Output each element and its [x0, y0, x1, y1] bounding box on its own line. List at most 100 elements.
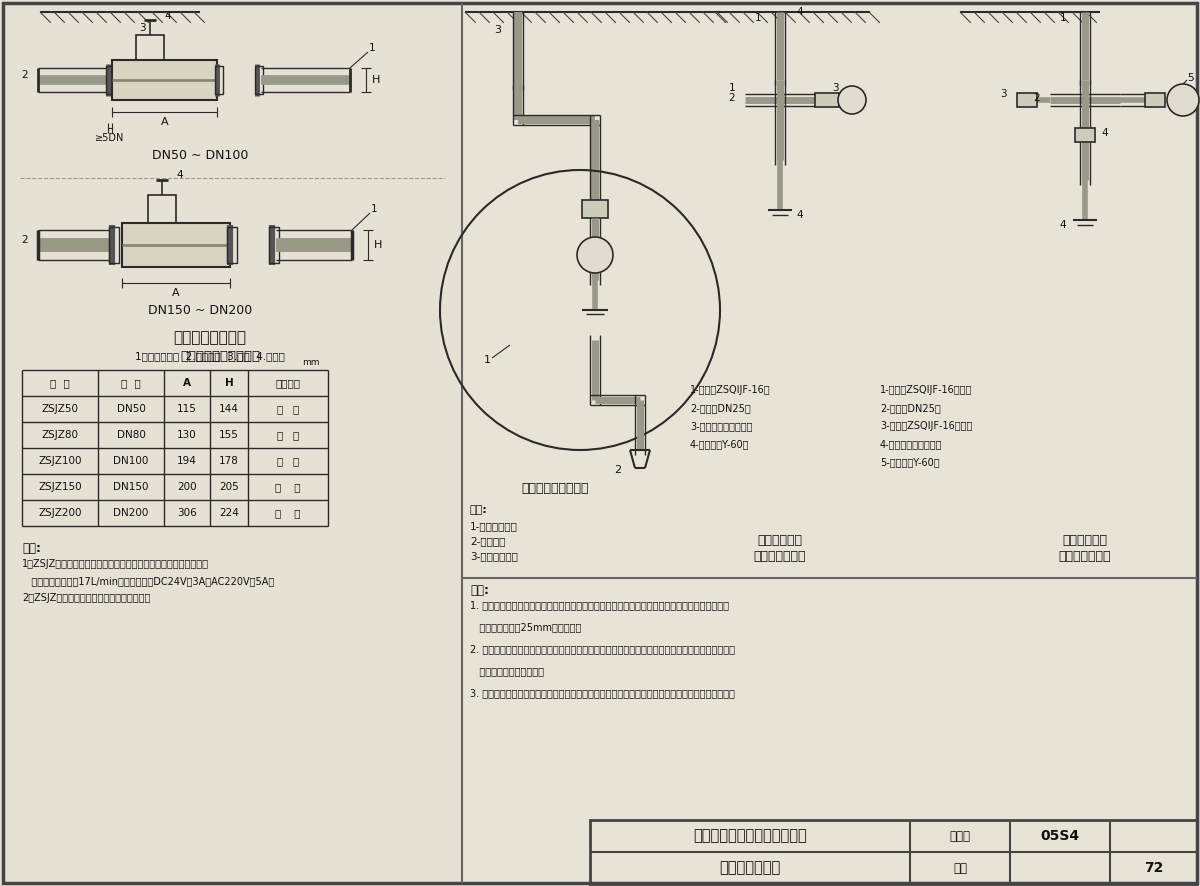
Text: 05S4: 05S4	[1040, 829, 1080, 843]
Text: 2: 2	[22, 70, 28, 80]
Text: 2-三通（DN25）: 2-三通（DN25）	[690, 403, 751, 413]
Text: 1: 1	[728, 83, 736, 93]
Bar	[122, 223, 230, 267]
Text: 4: 4	[176, 170, 184, 180]
Text: 型  号: 型 号	[50, 378, 70, 388]
Text: 组成详图（二）: 组成详图（二）	[1058, 549, 1111, 563]
Text: ZSJZ100: ZSJZ100	[38, 456, 82, 466]
Bar	[112, 60, 217, 100]
Text: 水流指示器安装图、湿式系统: 水流指示器安装图、湿式系统	[694, 828, 806, 843]
Text: 4: 4	[797, 7, 803, 17]
Text: 末端试水装置安装图: 末端试水装置安装图	[521, 481, 589, 494]
Text: H: H	[374, 240, 382, 250]
Bar	[215, 66, 223, 94]
Text: 处，均应设直径25mm的试水阀。: 处，均应设直径25mm的试水阀。	[470, 622, 581, 632]
Text: 144: 144	[220, 404, 239, 414]
Text: 螺   纹: 螺 纹	[277, 430, 299, 440]
Text: 末端试水装置: 末端试水装置	[757, 533, 803, 547]
Text: 3: 3	[139, 23, 145, 33]
Text: 2-接水漏斗: 2-接水漏斗	[470, 536, 505, 546]
Text: 螺   纹: 螺 纹	[277, 404, 299, 414]
Text: 2: 2	[22, 235, 28, 245]
Text: DN80: DN80	[116, 430, 145, 440]
Text: 水流指示器安装尺寸表: 水流指示器安装尺寸表	[180, 349, 260, 362]
Text: 1．水流指示器  2.信号阀门  3.短管  4.接线柱: 1．水流指示器 2.信号阀门 3.短管 4.接线柱	[136, 351, 284, 361]
Text: 3-喷头体（试水接头）: 3-喷头体（试水接头）	[690, 421, 752, 431]
Text: 224: 224	[220, 508, 239, 518]
Text: A: A	[172, 288, 180, 298]
Text: 178: 178	[220, 456, 239, 466]
Text: 155: 155	[220, 430, 239, 440]
Text: 水流指示器安装图: 水流指示器安装图	[174, 330, 246, 346]
Text: 2-三通（DN25）: 2-三通（DN25）	[880, 403, 941, 413]
Text: 205: 205	[220, 482, 239, 492]
Text: H: H	[224, 378, 233, 388]
Bar	[227, 227, 238, 263]
Text: 3: 3	[1000, 89, 1007, 99]
Text: 4: 4	[164, 11, 172, 21]
Text: 图集号: 图集号	[949, 829, 971, 843]
Text: 说明:: 说明:	[470, 505, 487, 515]
Text: DN50: DN50	[116, 404, 145, 414]
Text: DN100: DN100	[113, 456, 149, 466]
Text: 3-球阀（ZSQIJF-16）管阀: 3-球阀（ZSQIJF-16）管阀	[880, 421, 972, 431]
Text: 应采用详图（二）方式。: 应采用详图（二）方式。	[470, 666, 544, 676]
Bar	[1145, 93, 1165, 107]
Text: 3: 3	[832, 83, 839, 93]
Text: 1: 1	[368, 43, 376, 53]
Text: 2．ZSJZ水流指示器系上海消防器材厂产品。: 2．ZSJZ水流指示器系上海消防器材厂产品。	[22, 593, 150, 603]
Circle shape	[838, 86, 866, 114]
Text: 连接方式: 连接方式	[276, 378, 300, 388]
Text: A: A	[182, 378, 191, 388]
Text: mm: mm	[302, 357, 320, 367]
Text: 5: 5	[1187, 73, 1193, 83]
Bar	[462, 0, 1200, 886]
Text: 3-最不利点喷头: 3-最不利点喷头	[470, 551, 518, 561]
Text: A: A	[161, 117, 168, 127]
Text: ZSJZ150: ZSJZ150	[38, 482, 82, 492]
Text: 直  径: 直 径	[121, 378, 140, 388]
Circle shape	[577, 237, 613, 273]
Text: H: H	[372, 75, 380, 85]
Text: 检验装置安装图: 检验装置安装图	[719, 860, 781, 875]
Text: 130: 130	[178, 430, 197, 440]
Bar	[256, 66, 263, 94]
Text: 115: 115	[178, 404, 197, 414]
Bar	[582, 200, 608, 218]
Bar	[269, 227, 278, 263]
Text: 1-球阀（ZSQIJF-16）: 1-球阀（ZSQIJF-16）	[690, 385, 770, 395]
Text: 1．ZSJZ水流指示器用于自动喷水灭火系统中，可水平或垂直安装，: 1．ZSJZ水流指示器用于自动喷水灭火系统中，可水平或垂直安装，	[22, 559, 209, 569]
Text: 200: 200	[178, 482, 197, 492]
Bar	[106, 66, 114, 94]
Text: 法    兰: 法 兰	[275, 482, 301, 492]
Text: 3: 3	[494, 25, 502, 35]
Text: ZSJZ200: ZSJZ200	[38, 508, 82, 518]
Text: 4: 4	[797, 210, 803, 220]
Text: 说明:: 说明:	[22, 541, 41, 555]
Text: 1: 1	[1060, 13, 1067, 23]
Bar	[1018, 93, 1037, 107]
Text: 2: 2	[614, 465, 622, 475]
Text: 4: 4	[1060, 220, 1067, 230]
Text: 说明:: 说明:	[470, 584, 488, 596]
Text: 1: 1	[371, 204, 377, 214]
Text: 1: 1	[484, 355, 491, 365]
Text: 3. 当末端试水装置采用详图（二）方式时，如压力表处设置有截塞，则可取消图中均表前常开球阀。: 3. 当末端试水装置采用详图（二）方式时，如压力表处设置有截塞，则可取消图中均表…	[470, 688, 734, 698]
Text: 1-末端试水装置: 1-末端试水装置	[470, 521, 518, 531]
Bar	[590, 820, 1198, 884]
Text: 4-喷头体（试水接头）: 4-喷头体（试水接头）	[880, 439, 942, 449]
Text: DN200: DN200	[113, 508, 149, 518]
Text: 5-压力表（Y-60）: 5-压力表（Y-60）	[880, 457, 940, 467]
Text: DN50 ~ DN100: DN50 ~ DN100	[152, 149, 248, 161]
Text: 螺   纹: 螺 纹	[277, 456, 299, 466]
Text: 4: 4	[1102, 128, 1109, 138]
Text: 最高不动作流量：17L/min，电源电压：DC24V，3A；AC220V，5A。: 最高不动作流量：17L/min，电源电压：DC24V，3A；AC220V，5A。	[22, 576, 275, 586]
Text: DN150: DN150	[113, 482, 149, 492]
Text: 194: 194	[178, 456, 197, 466]
Text: ZSJZ80: ZSJZ80	[42, 430, 78, 440]
Text: 组成详图（一）: 组成详图（一）	[754, 549, 806, 563]
Bar	[136, 35, 164, 60]
Text: 2. 末端试水装置适用：不需监测系统末端压力时，可采用详图（一）方式；需监测系统末端压力时，: 2. 末端试水装置适用：不需监测系统末端压力时，可采用详图（一）方式；需监测系统…	[470, 644, 734, 654]
Circle shape	[1166, 84, 1199, 116]
Bar	[1075, 128, 1096, 142]
